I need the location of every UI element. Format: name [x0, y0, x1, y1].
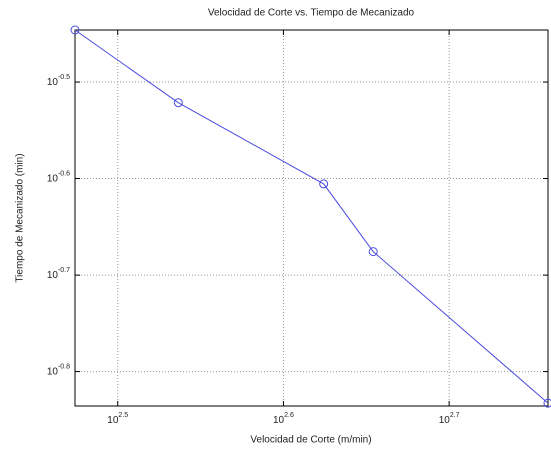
y-axis-label: Tiempo de Mecanizado (min) [15, 153, 26, 282]
data-point [543, 398, 551, 408]
data-point [70, 25, 80, 35]
x-tick-label: 102.5 [107, 412, 128, 426]
data-line [74, 29, 549, 404]
y-tick-label: 10-0.8 [47, 363, 70, 377]
y-tick-label: 10-0.6 [47, 170, 70, 184]
plot-frame [74, 29, 549, 407]
x-tick-label: 102.7 [439, 412, 460, 426]
x-tick-label: 102.6 [273, 412, 294, 426]
chart-title: Velocidad de Corte vs. Tiempo de Mecaniz… [208, 8, 415, 19]
data-point [368, 247, 378, 257]
data-point [173, 98, 183, 108]
y-tick-label: 10-0.7 [47, 267, 70, 281]
x-axis-label: Velocidad de Corte (m/min) [250, 435, 371, 446]
y-tick-label: 10-0.5 [47, 74, 70, 88]
data-point [319, 179, 329, 189]
